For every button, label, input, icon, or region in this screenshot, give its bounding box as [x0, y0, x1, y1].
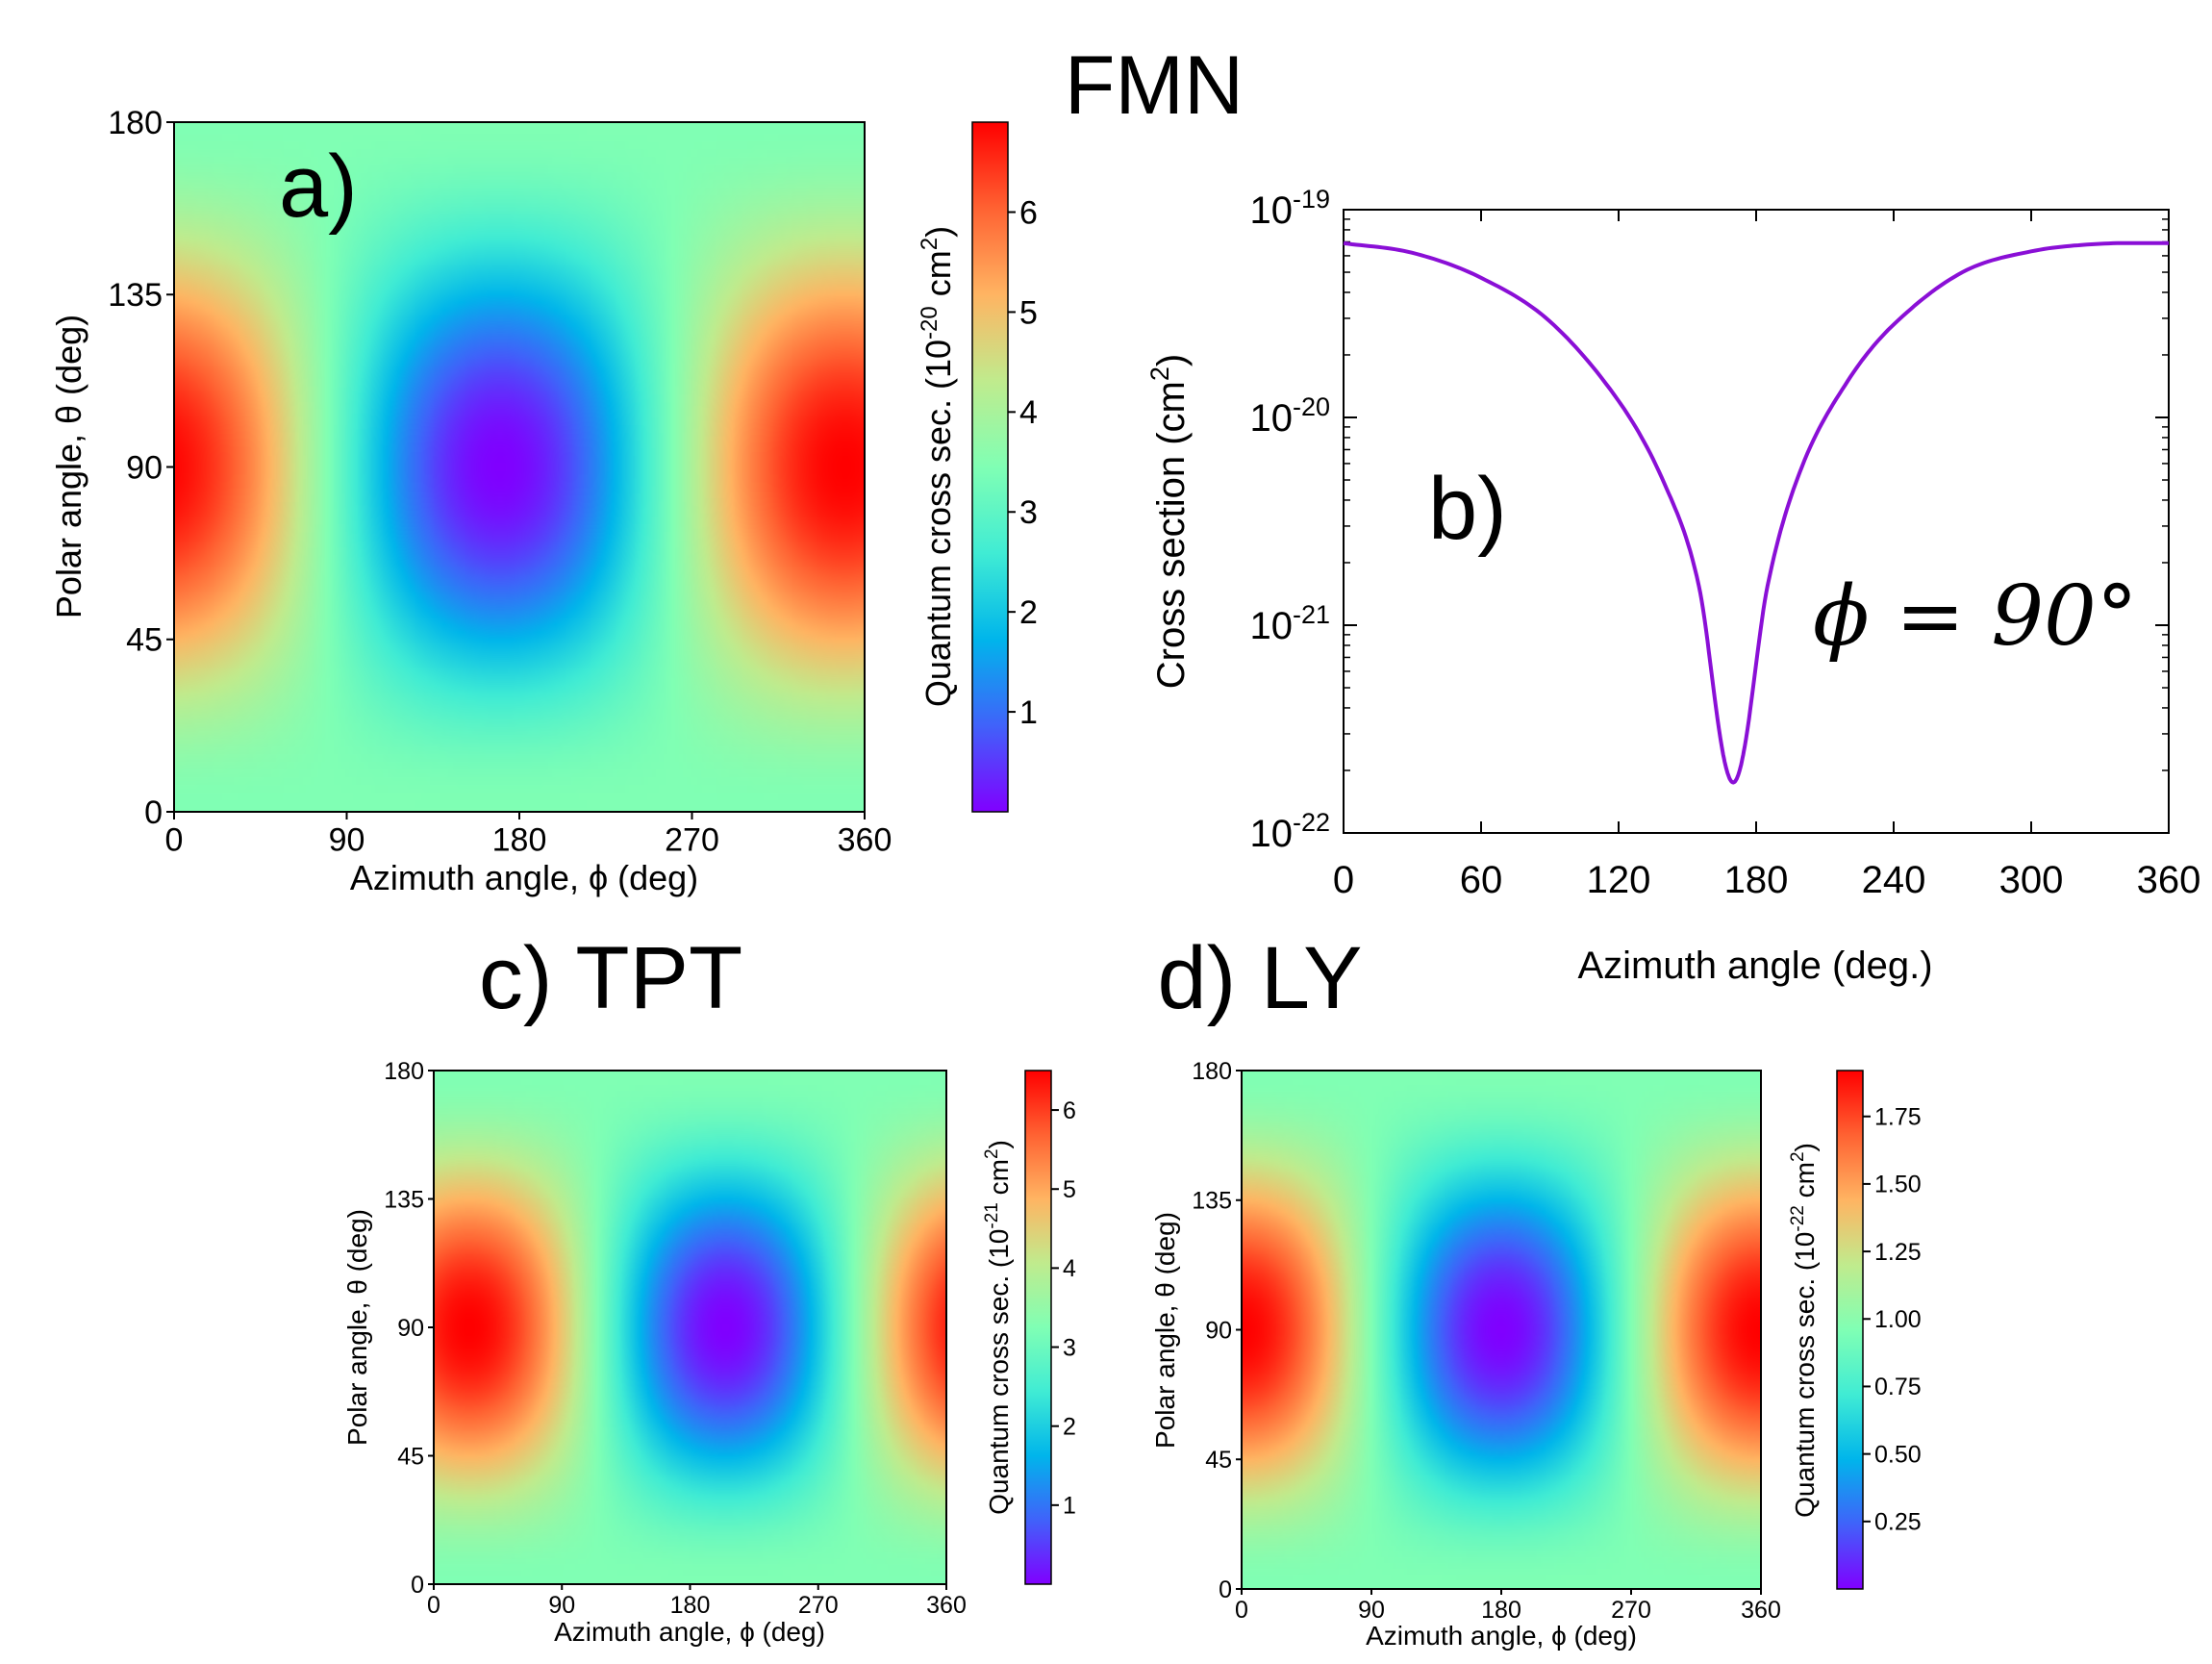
panel-b: 0 60 120 180 240 300 360 10-22 10-21 10-20 10-19 b… [1145, 185, 2200, 987]
xtick-label: 360 [838, 821, 892, 858]
colorbar-tick-label: 4 [1019, 394, 1038, 431]
heatmap-d-xlabel: Azimuth angle, ϕ (deg) [1366, 1621, 1637, 1651]
ytick-label: 90 [1205, 1317, 1232, 1344]
xtick-label: 240 [1862, 859, 1926, 901]
xtick-label: 90 [329, 821, 365, 858]
xtick-label: 0 [427, 1592, 440, 1619]
colorbar-tick-label: 2 [1019, 594, 1038, 631]
panel-b-label: b) [1428, 460, 1507, 558]
xtick-label: 270 [1611, 1597, 1651, 1624]
colorbar-c-label: Quantum cross sec. (10-21 cm2) [982, 1140, 1014, 1515]
ytick-label: 90 [397, 1315, 424, 1342]
line-b-xlabel: Azimuth angle (deg.) [1577, 945, 1932, 987]
colorbar-tick-label: 1.75 [1874, 1103, 1922, 1130]
colorbar-a-label: Quantum cross sec. (10-20 cm2) [917, 226, 958, 707]
colorbar-tick-label: 1.00 [1874, 1306, 1922, 1333]
colorbar-tick-label: 2 [1063, 1413, 1076, 1440]
xtick-label: 120 [1587, 859, 1651, 901]
xtick-label: 0 [165, 821, 184, 858]
line-b-axes: 0 60 120 180 240 300 360 10-22 10-21 10-20 10-19 [1249, 185, 2200, 901]
colorbar-tick-label: 0.25 [1874, 1509, 1922, 1536]
colorbar-tick-label: 6 [1019, 194, 1038, 231]
ytick-label: 135 [108, 277, 163, 314]
panel-d: d) LY 0 90 180 270 360 0 45 90 135 180 Azimuth an… [1150, 929, 1922, 1651]
ytick-label: 0 [144, 794, 163, 831]
colorbar-d-label: Quantum cross sec. (10-22 cm2) [1788, 1143, 1820, 1518]
xtick-label: 300 [1999, 859, 2064, 901]
colorbar-tick-label: 5 [1019, 294, 1038, 331]
heatmap-c-xlabel: Azimuth angle, ϕ (deg) [554, 1617, 825, 1647]
colorbar-c [1024, 1070, 1052, 1585]
heatmap-c-title: c) TPT [479, 929, 742, 1027]
xtick-label: 360 [1741, 1597, 1781, 1624]
xtick-label: 180 [1724, 859, 1789, 901]
heatmap-d-ylabel: Polar angle, θ (deg) [1150, 1212, 1180, 1449]
heatmap-d-axes: 0 90 180 270 360 0 45 90 135 180 [1192, 1058, 1781, 1624]
figure-title: FMN [1065, 39, 1244, 132]
ytick-label: 0 [411, 1572, 424, 1599]
heatmap-c-image [434, 1071, 946, 1584]
colorbar-d-ticks: 0.25 0.50 0.75 1.00 1.25 1.50 1.75 [1863, 1103, 1922, 1536]
ytick-label: 10-21 [1249, 600, 1330, 647]
heatmap-a-image [174, 122, 865, 812]
ytick-label: 180 [384, 1058, 424, 1085]
xtick-label: 0 [1235, 1597, 1248, 1624]
xtick-label: 360 [2137, 859, 2201, 901]
heatmap-d-image [1242, 1071, 1761, 1589]
xtick-label: 180 [1481, 1597, 1521, 1624]
colorbar-tick-label: 4 [1063, 1255, 1076, 1282]
panel-a-label: a) [279, 138, 358, 236]
xtick-label: 180 [670, 1592, 711, 1619]
xtick-label: 360 [926, 1592, 967, 1619]
line-b-ylabel: Cross section (cm2) [1145, 354, 1193, 689]
heatmap-c-axes: 0 90 180 270 360 0 45 90 135 180 [384, 1058, 967, 1619]
colorbar-d [1836, 1070, 1864, 1590]
xtick-label: 90 [548, 1592, 575, 1619]
colorbar-tick-label: 1 [1063, 1493, 1076, 1520]
heatmap-a-xlabel: Azimuth angle, ϕ (deg) [350, 858, 698, 897]
colorbar-a [971, 121, 1009, 813]
ytick-label: 45 [126, 622, 163, 659]
ytick-label: 90 [126, 449, 163, 486]
ytick-label: 180 [108, 105, 163, 141]
xtick-label: 0 [1333, 859, 1354, 901]
colorbar-tick-label: 1.50 [1874, 1172, 1922, 1198]
colorbar-tick-label: 3 [1063, 1334, 1076, 1361]
heatmap-d-title: d) LY [1157, 929, 1362, 1027]
heatmap-c-ylabel: Polar angle, θ (deg) [342, 1209, 372, 1446]
xtick-label: 60 [1460, 859, 1503, 901]
colorbar-tick-label: 1.25 [1874, 1239, 1922, 1266]
xtick-label: 270 [798, 1592, 839, 1619]
colorbar-tick-label: 0.50 [1874, 1441, 1922, 1468]
colorbar-tick-label: 3 [1019, 494, 1038, 531]
xtick-label: 270 [665, 821, 719, 858]
colorbar-tick-label: 6 [1063, 1097, 1076, 1124]
line-b-annotation: ϕ = 90° [1813, 568, 2138, 665]
ytick-label: 45 [1205, 1447, 1232, 1474]
xtick-label: 90 [1358, 1597, 1385, 1624]
ytick-label: 10-19 [1249, 185, 1330, 232]
colorbar-tick-label: 1 [1019, 694, 1038, 731]
xtick-label: 180 [492, 821, 547, 858]
ytick-label: 180 [1192, 1058, 1232, 1085]
ytick-label: 10-20 [1249, 392, 1330, 440]
ytick-label: 45 [397, 1443, 424, 1470]
heatmap-a-ylabel: Polar angle, θ (deg) [49, 315, 88, 618]
ytick-label: 135 [1192, 1188, 1232, 1215]
ytick-label: 135 [384, 1186, 424, 1213]
colorbar-tick-label: 5 [1063, 1176, 1076, 1203]
ytick-label: 0 [1219, 1576, 1232, 1603]
colorbar-a-ticks: 1 2 3 4 5 6 [1008, 194, 1038, 731]
heatmap-a-axes: 0 90 180 270 360 0 45 90 135 180 [108, 105, 892, 858]
colorbar-tick-label: 0.75 [1874, 1374, 1922, 1400]
ytick-label: 10-22 [1249, 808, 1330, 855]
line-b-series [1343, 240, 2169, 785]
colorbar-c-ticks: 1 2 3 4 5 6 [1051, 1097, 1076, 1520]
